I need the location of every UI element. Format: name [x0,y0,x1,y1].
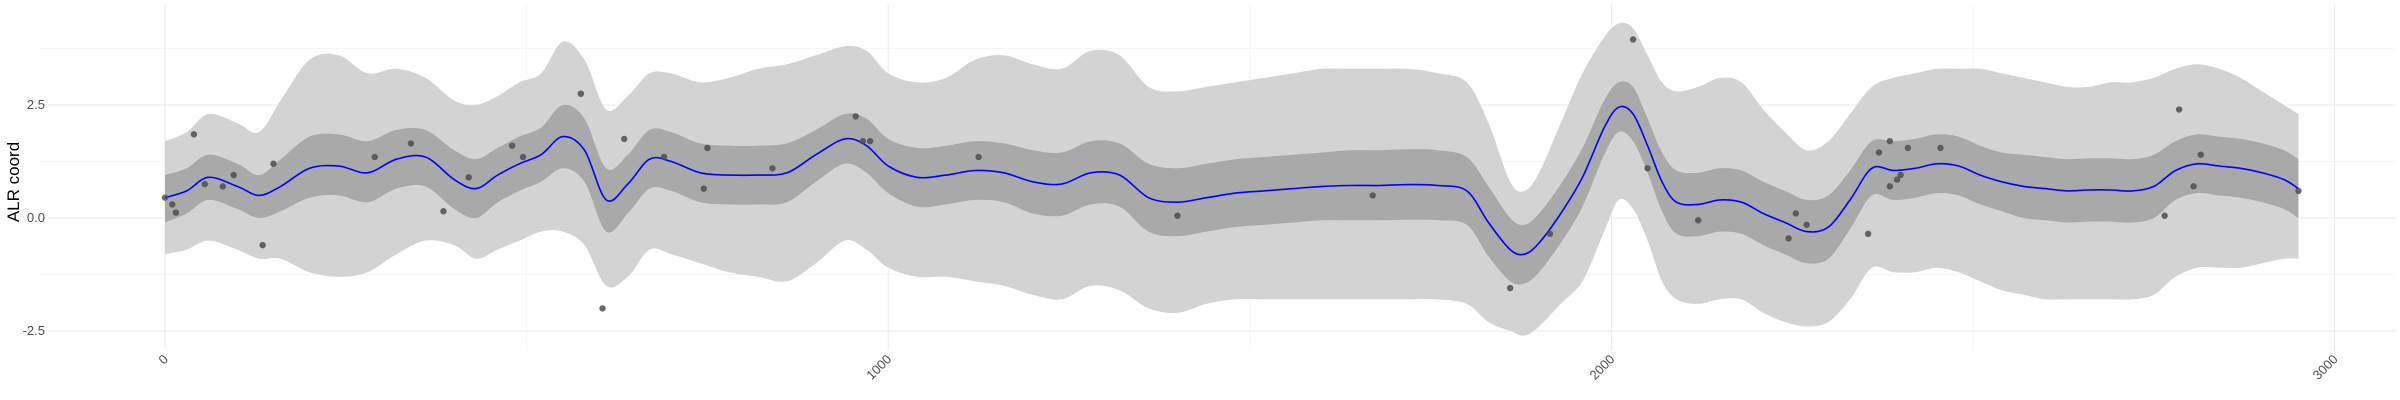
data-point [621,135,628,143]
data-point [2161,212,2168,219]
y-tick-label: 0.0 [27,210,45,225]
data-point [1694,217,1702,224]
data-point [1546,230,1554,238]
data-point [769,165,776,172]
data-point [407,140,415,147]
posterior-mean-line [164,105,2299,256]
data-point [2175,106,2183,113]
data-point [660,153,668,161]
data-point [852,113,859,120]
data-point [1886,183,1894,190]
data-point [859,137,867,145]
data-point [1174,212,1181,219]
data-point [259,241,266,249]
data-point [1792,210,1800,217]
y-axis-title: ALR coord [4,142,23,222]
data-point [219,183,227,190]
data-point [172,209,180,216]
data-point [270,160,277,167]
data-point [1629,36,1637,43]
data-point [1785,235,1792,242]
data-point [519,153,527,161]
data-point [161,194,169,201]
data-point [1803,221,1810,228]
data-point [465,174,472,181]
data-point [1904,144,1912,152]
data-point [975,153,982,161]
data-point [440,208,447,215]
x-axis-tick-labels: 0 1000 2000 3000 [155,352,2340,383]
x-tick-label: 1000 [863,352,894,383]
data-point [866,137,874,145]
data-point [1506,284,1514,292]
y-tick-label: -2.5 [23,323,45,338]
x-tick-label: 2000 [1586,352,1617,383]
x-tick-label: 0 [155,352,171,368]
data-point [1644,165,1651,172]
data-point [1864,230,1872,238]
data-point [2197,151,2205,158]
data-point [577,90,585,97]
inner-credible-band [165,81,2299,285]
data-point [190,131,198,138]
data-point [1897,171,1904,179]
data-point [2190,183,2197,190]
data-point [700,185,707,192]
data-point [1893,176,1901,183]
data-point [1369,192,1376,199]
data-point [508,142,516,149]
data-point [230,171,237,179]
data-point [371,153,378,161]
data-point [599,305,606,312]
data-point [2295,187,2302,195]
data-point [169,201,176,208]
y-tick-label: 2.5 [27,97,45,112]
data-point [201,180,208,188]
x-tick-label: 3000 [2310,352,2341,383]
y-axis-tick-labels: -2.5 0.0 2.5 [23,97,45,338]
observed-points [161,36,2302,312]
data-point [704,144,711,152]
data-point [1886,137,1894,145]
data-point [1937,144,1944,152]
data-point [1875,149,1883,156]
